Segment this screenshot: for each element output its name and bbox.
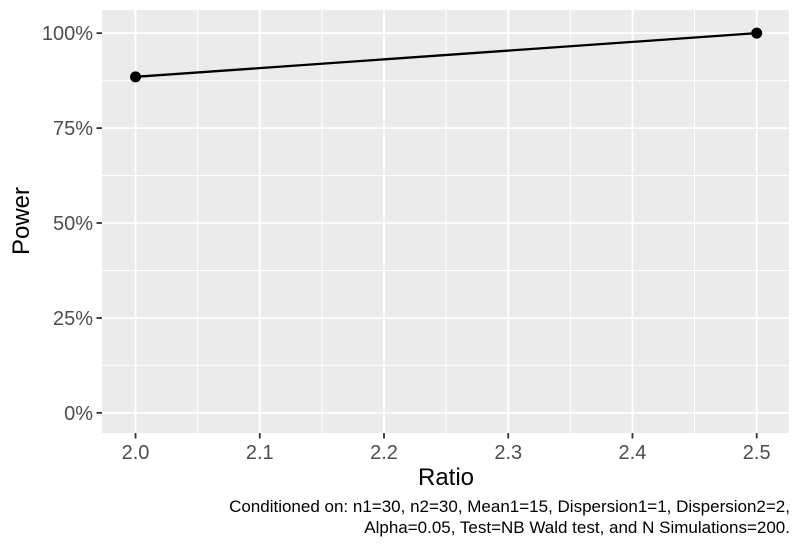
y-tick-label: 50%	[53, 213, 93, 235]
panel-background	[102, 10, 789, 433]
y-axis-title: Power	[8, 186, 35, 256]
caption-line-1: Conditioned on: n1=30, n2=30, Mean1=15, …	[229, 497, 790, 516]
x-tick-label: 2.3	[494, 442, 522, 464]
data-point	[751, 27, 763, 39]
caption-line-2: Alpha=0.05, Test=NB Wald test, and N Sim…	[364, 518, 790, 537]
y-tick-label: 0%	[64, 403, 93, 425]
x-tick-label: 2.0	[122, 442, 150, 464]
x-tick-label: 2.2	[370, 442, 398, 464]
x-axis-title: Ratio	[417, 464, 475, 491]
x-tick-label: 2.5	[743, 442, 771, 464]
plot-caption: Conditioned on: n1=30, n2=30, Mean1=15, …	[229, 496, 790, 538]
y-tick-label: 100%	[42, 23, 93, 45]
y-tick-label: 25%	[53, 308, 93, 330]
x-tick-label: 2.1	[246, 442, 274, 464]
x-tick-label: 2.4	[619, 442, 647, 464]
power-line	[135, 32, 757, 78]
y-tick-label: 75%	[53, 118, 93, 140]
data-point	[130, 71, 142, 83]
